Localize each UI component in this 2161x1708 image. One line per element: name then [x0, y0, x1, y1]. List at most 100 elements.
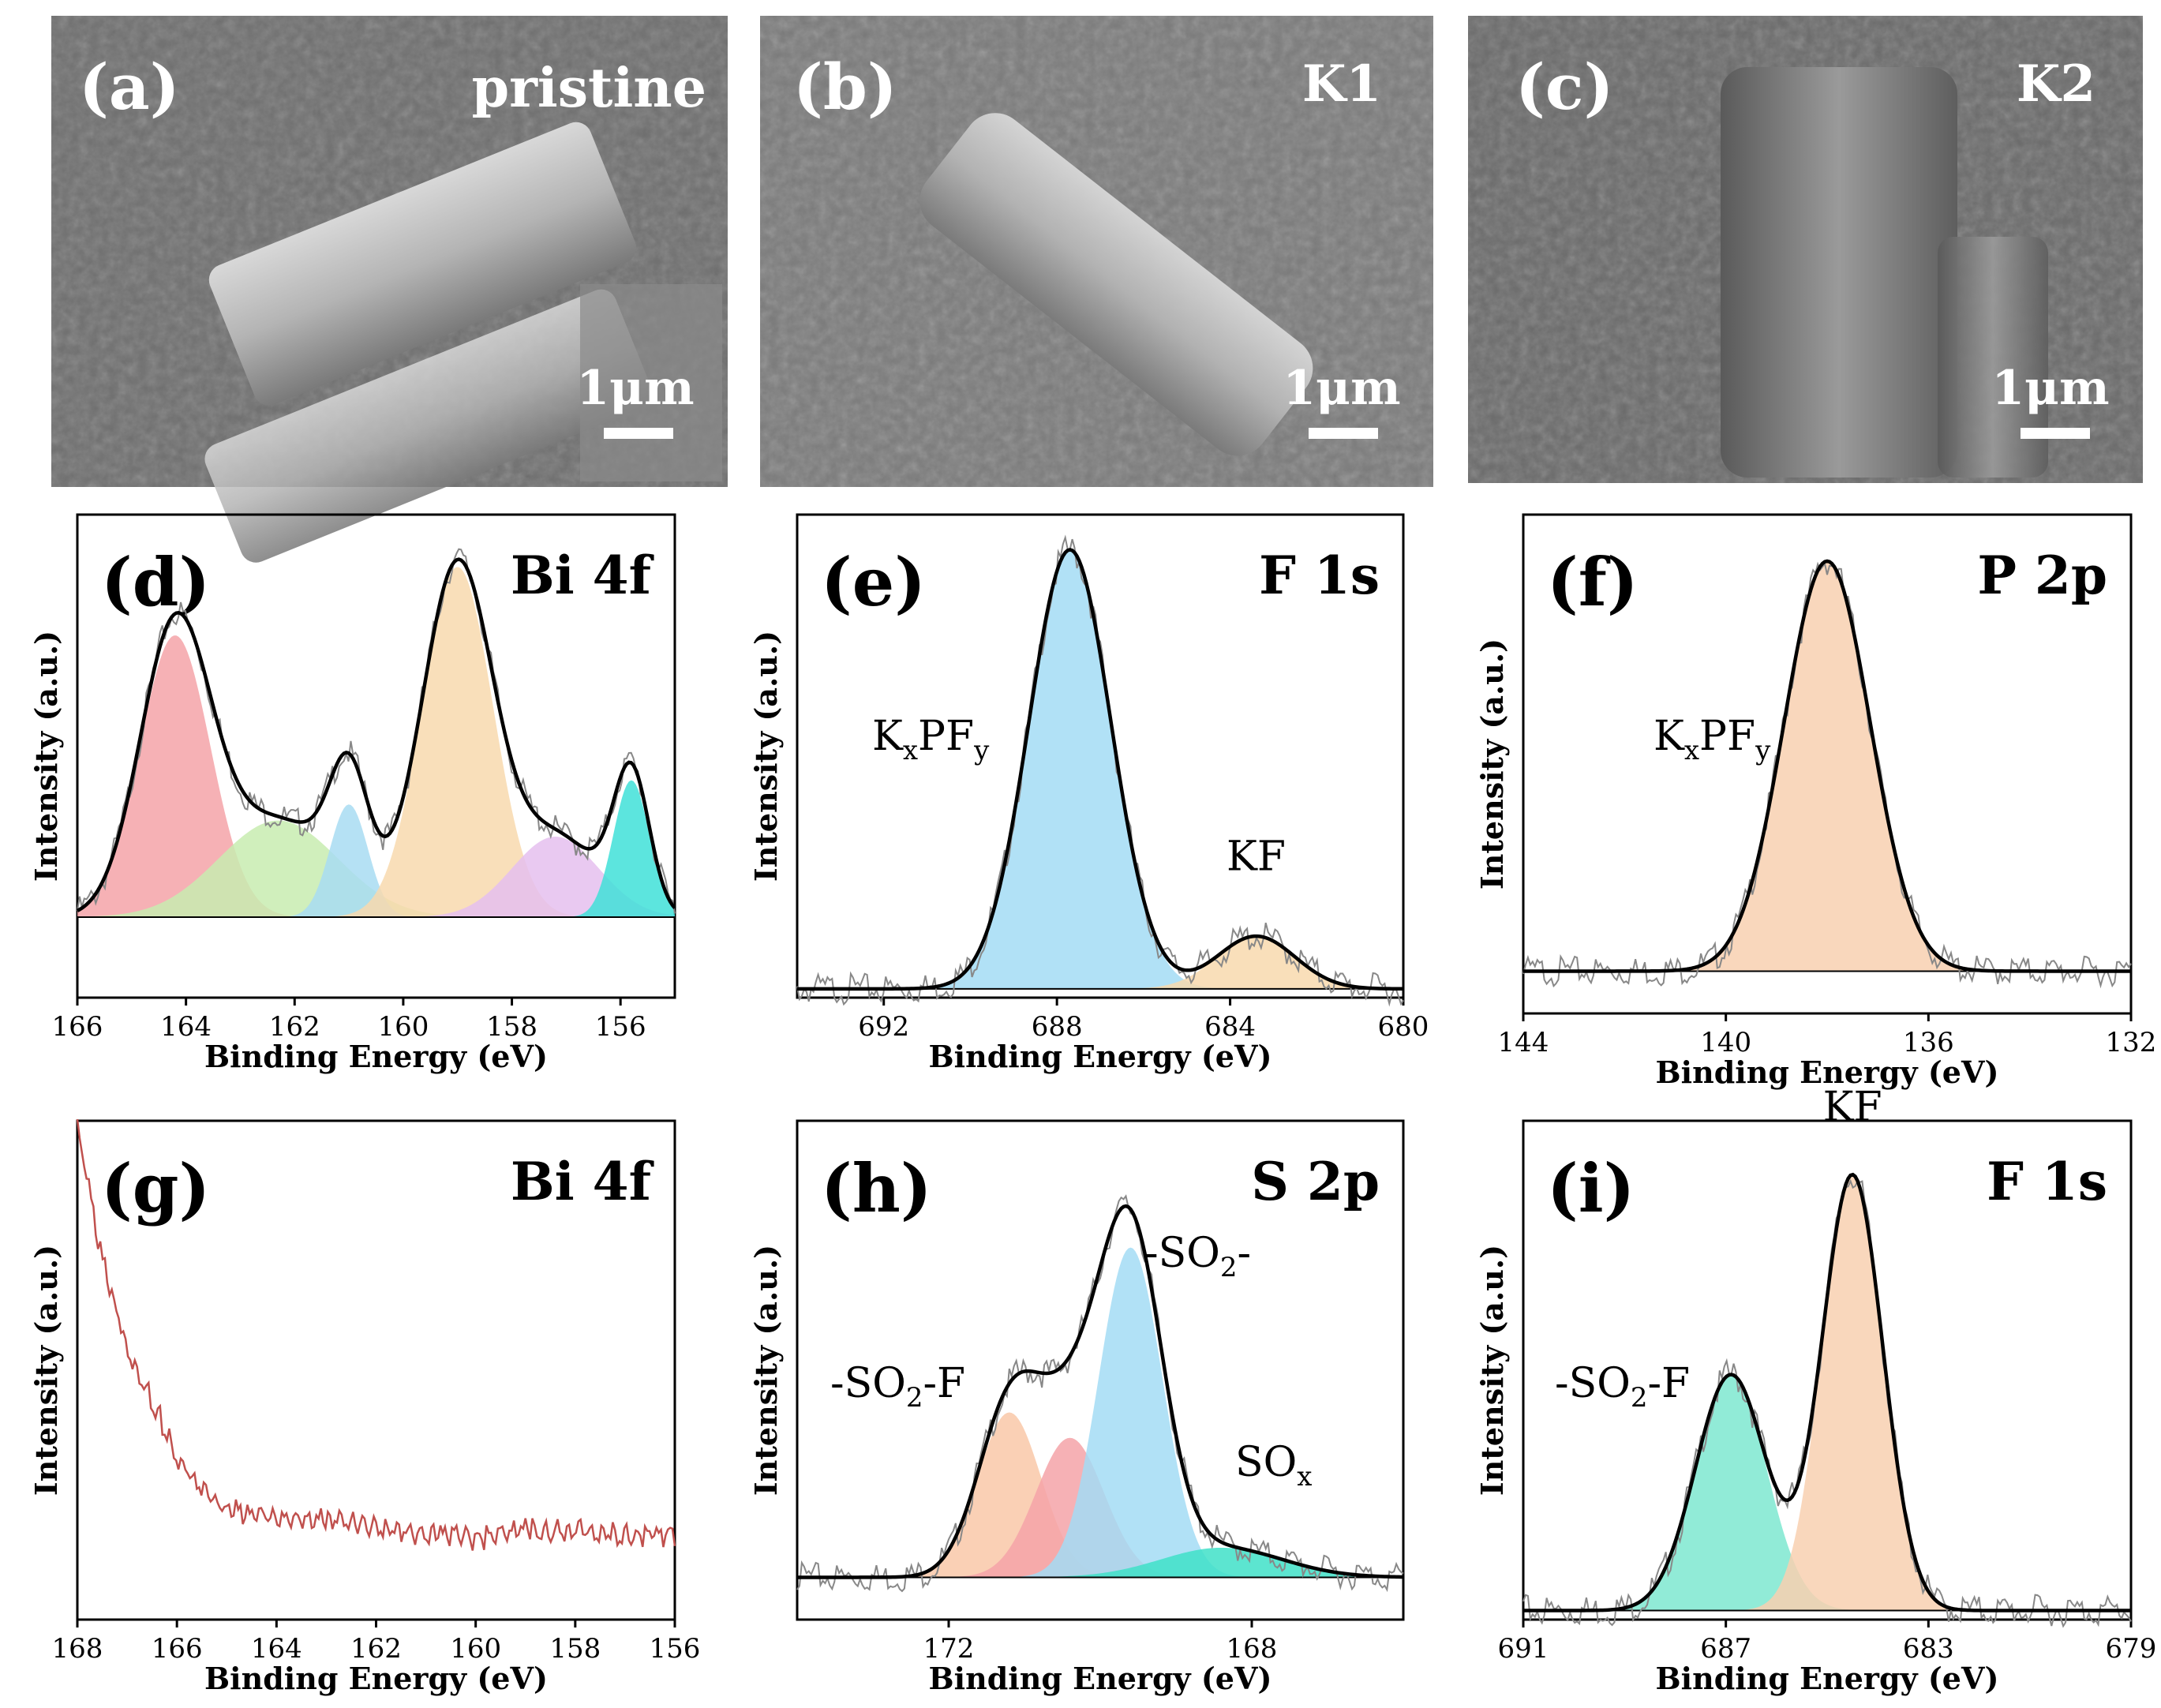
xps-panel-e: 692 688 684 680 Binding Energy (eV) Intensity…	[748, 513, 1429, 1074]
fit-envelope	[797, 548, 1404, 991]
x-tick-label: 158	[549, 1633, 601, 1665]
scale-bar-b	[1309, 428, 1378, 439]
x-tick-label: 160	[377, 1011, 429, 1043]
fit-envelope	[76, 557, 676, 912]
sem-scale-text-c: 1μm	[1991, 361, 2109, 416]
x-tick-label: 164	[251, 1633, 302, 1665]
x-tick-label: 172	[923, 1633, 975, 1665]
x-tick-label: 158	[486, 1011, 537, 1043]
anno-sox-h: SOx	[1235, 1439, 1312, 1493]
sem-label-a: (a)	[79, 50, 180, 124]
y-axis-label: Intensity (a.u.)	[1474, 1245, 1510, 1496]
panel-label: (i)	[1547, 1149, 1635, 1227]
x-tick-label: 692	[858, 1011, 909, 1043]
panel-label: (f)	[1547, 543, 1639, 621]
plot-frame	[796, 513, 1405, 999]
component-peak	[1523, 560, 2131, 972]
peak-label: KF	[1227, 833, 1286, 881]
x-tick-label: 691	[1498, 1633, 1549, 1665]
x-tick-label: 688	[1032, 1011, 1083, 1043]
x-axis-label: Binding Energy (eV)	[204, 1039, 548, 1074]
scale-bar-a	[604, 428, 673, 439]
x-tick-label: 162	[350, 1633, 402, 1665]
anno-so2f-h: -SO2-F	[830, 1360, 965, 1414]
x-tick-label: 140	[1700, 1027, 1751, 1058]
scale-bar-c	[2021, 428, 2090, 439]
component-peak	[797, 1547, 1403, 1578]
y-axis-label: Intensity (a.u.)	[748, 1245, 784, 1496]
x-axis-label: Binding Energy (eV)	[929, 1039, 1272, 1074]
plot-frame	[76, 513, 676, 999]
component-peak	[797, 1247, 1403, 1578]
sem-sample-a: pristine	[472, 57, 706, 120]
anno-kxpfy-f: KxPFy	[1654, 713, 1771, 766]
panel-title: P 2p	[1977, 545, 2107, 606]
x-tick-label: 132	[2106, 1027, 2157, 1058]
xps-panel-g: 168 166 164 162 160 158 156 Binding Energy (eV)…	[28, 1118, 701, 1696]
component-peak	[77, 837, 675, 917]
x-axis-label: Binding Energy (eV)	[204, 1661, 548, 1696]
component-peak	[1523, 1174, 2131, 1611]
panel-title: F 1s	[1259, 545, 1380, 606]
sem-panel-a: (a) pristine 1μm	[51, 16, 728, 563]
component-peak	[797, 936, 1403, 989]
x-tick-label: 136	[1903, 1027, 1954, 1058]
component-peak	[77, 635, 675, 917]
x-tick-label: 164	[160, 1011, 212, 1043]
panel-title: S 2p	[1251, 1151, 1380, 1212]
x-tick-label: 168	[52, 1633, 103, 1665]
component-peak	[797, 549, 1403, 989]
y-axis-label: Intensity (a.u.)	[28, 631, 64, 882]
x-tick-label: 683	[1903, 1633, 1954, 1665]
x-tick-label: 156	[650, 1633, 701, 1665]
y-axis-label: Intensity (a.u.)	[28, 1245, 64, 1496]
panel-label: (h)	[821, 1149, 932, 1227]
y-axis-label: Intensity (a.u.)	[748, 631, 784, 882]
series-line	[76, 1118, 676, 1551]
sem-label-b: (b)	[793, 50, 897, 124]
component-peak	[77, 780, 675, 917]
xps-panel-i: 691 687 683 679 Binding Energy (eV) Intensity…	[1474, 1084, 2156, 1696]
anno-so2f-i: -SO2-F	[1555, 1360, 1690, 1414]
x-axis-label: Binding Energy (eV)	[929, 1661, 1272, 1696]
x-axis-label: Binding Energy (eV)	[1656, 1054, 1999, 1090]
anno-kxpfy-e: KxPFy	[872, 713, 990, 766]
fit-envelope	[1523, 559, 2131, 973]
x-tick-label: 680	[1378, 1011, 1429, 1043]
raw-trace	[796, 534, 1404, 1007]
plot-frame	[796, 1119, 1405, 1621]
fit-envelope	[1523, 1172, 2131, 1612]
panel-title: Bi 4f	[511, 1151, 654, 1212]
x-axis-label: Binding Energy (eV)	[1656, 1661, 1999, 1696]
xps-panel-f: 144 140 136 132 Binding Energy (eV) Intensity…	[1474, 513, 2157, 1090]
x-tick-label: 166	[52, 1011, 103, 1043]
panel-label: (g)	[101, 1149, 210, 1227]
component-peak	[77, 820, 675, 917]
anno-so2-h: -SO2-	[1144, 1230, 1251, 1283]
plot-frame	[1522, 513, 2133, 1015]
xps-panel-d: 166 164 162 160 158 156 Binding Energy (eV) Int…	[28, 513, 676, 1074]
sem-sample-b: K1	[1302, 54, 1381, 114]
y-axis-label: Intensity (a.u.)	[1474, 639, 1510, 890]
sem-panel-c: (c) K2 1μm	[1468, 16, 2143, 483]
plot-frame	[1522, 1119, 2133, 1621]
sem-panel-b: (b) K1 1μm	[760, 16, 1433, 487]
x-tick-label: 684	[1204, 1011, 1256, 1043]
x-tick-label: 162	[269, 1011, 320, 1043]
fit-envelope	[797, 1204, 1404, 1579]
raw-trace	[77, 548, 676, 914]
x-tick-label: 679	[2106, 1633, 2157, 1665]
sem-scale-text-a: 1μm	[576, 361, 694, 416]
sem-scale-text-b: 1μm	[1283, 361, 1400, 416]
x-tick-label: 687	[1700, 1633, 1751, 1665]
panel-title: Bi 4f	[511, 545, 654, 606]
x-tick-label: 156	[595, 1011, 646, 1043]
x-tick-label: 168	[1227, 1633, 1278, 1665]
x-tick-label: 166	[152, 1633, 203, 1665]
panel-title: F 1s	[1987, 1151, 2107, 1212]
raw-trace	[796, 1194, 1404, 1593]
sem-sample-c: K2	[2017, 54, 2095, 114]
sem-label-c: (c)	[1515, 50, 1613, 124]
